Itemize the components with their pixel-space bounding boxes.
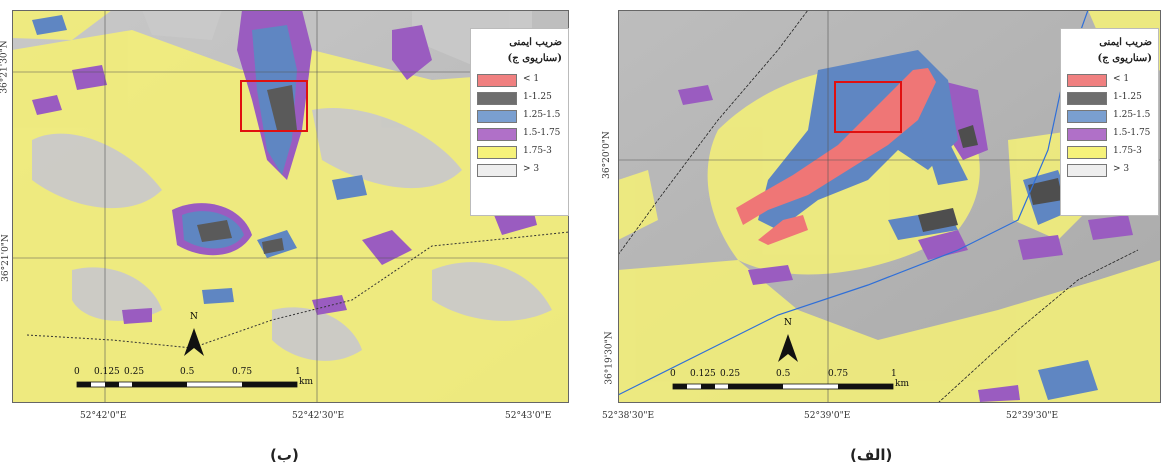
legend-label: 1-1.25 <box>1113 92 1142 102</box>
caption-panel-b: (ب) <box>270 446 299 464</box>
legend-title-b: ضریب ایمنی <box>509 37 562 48</box>
scalebar-a <box>672 383 894 390</box>
legend-label: > 3 <box>1113 164 1130 174</box>
legend-b-row: 1.5-1.75 <box>471 125 568 143</box>
lat-label-b-2: 36°21'0"N <box>0 234 11 282</box>
legend-a-row: > 3 <box>1061 161 1158 179</box>
legend-label: 1.25-1.5 <box>1113 110 1151 120</box>
legend-b-row: 1.25-1.5 <box>471 107 568 125</box>
legend-label: 1.75-3 <box>1113 146 1142 156</box>
map-panel-b: 0 0.125 0.25 0.5 0.75 1 km N ضریب ایمنی … <box>12 10 569 403</box>
legend-label: 1.5-1.75 <box>1113 128 1151 138</box>
map-panel-a: 0 0.125 0.25 0.5 0.75 1 km N ضریب ایمنی … <box>618 10 1161 403</box>
lat-label-a-1: 36°20'0"N <box>601 131 612 179</box>
legend-label: 1.75-3 <box>523 146 552 156</box>
legend-swatch <box>1067 146 1107 159</box>
lon-label-b-3: 52°43'0"E <box>505 411 552 421</box>
legend-title-a: ضریب ایمنی <box>1099 37 1152 48</box>
legend-swatch <box>477 74 517 87</box>
caption-panel-a: (الف) <box>850 446 893 464</box>
lat-label-b-1: 36°21'30"N <box>0 40 10 94</box>
legend-a-row: 1-1.25 <box>1061 89 1158 107</box>
legend-b-row: 1.75-3 <box>471 143 568 161</box>
lat-label-a-2: 36°19'30"N <box>604 331 615 385</box>
map-a-raster <box>618 10 1161 403</box>
legend-swatch <box>477 146 517 159</box>
lon-label-b-1: 52°42'0"E <box>80 411 127 421</box>
scalebar-b <box>76 381 298 388</box>
legend-a-row: 1.5-1.75 <box>1061 125 1158 143</box>
legend-swatch <box>477 164 517 177</box>
legend-b-row: 1-1.25 <box>471 89 568 107</box>
legend-swatch <box>1067 128 1107 141</box>
legend-label: 1.25-1.5 <box>523 110 561 120</box>
legend-swatch <box>1067 110 1107 123</box>
legend-label: > 3 <box>523 164 540 174</box>
north-arrow-a <box>778 334 798 362</box>
legend-swatch <box>1067 74 1107 87</box>
legend-a-row: 1.75-3 <box>1061 143 1158 161</box>
legend-label: < 1 <box>523 74 540 84</box>
legend-swatch <box>1067 164 1107 177</box>
lon-label-a-3: 52°39'30"E <box>1006 411 1059 421</box>
legend-swatch <box>1067 92 1107 105</box>
legend-a: ضریب ایمنی (سناریوی ج) < 1 1-1.25 1.25-1.5… <box>1060 28 1159 216</box>
lon-label-b-2: 52°42'30"E <box>292 411 345 421</box>
legend-a-row: < 1 <box>1061 71 1158 89</box>
lon-label-a-2: 52°39'0"E <box>804 411 851 421</box>
north-label-a: N <box>784 318 792 328</box>
legend-b-row: > 3 <box>471 161 568 179</box>
legend-b-row: < 1 <box>471 71 568 89</box>
legend-label: < 1 <box>1113 74 1130 84</box>
legend-subtitle-b: (سناریوی ج) <box>507 53 562 64</box>
north-arrow-b <box>184 328 204 356</box>
legend-swatch <box>477 110 517 123</box>
legend-subtitle-a: (سناریوی ج) <box>1097 53 1152 64</box>
legend-swatch <box>477 92 517 105</box>
legend-b: ضریب ایمنی (سناریوی ج) < 1 1-1.25 1.25-1.5… <box>470 28 569 216</box>
legend-a-row: 1.25-1.5 <box>1061 107 1158 125</box>
legend-swatch <box>477 128 517 141</box>
legend-label: 1.5-1.75 <box>523 128 561 138</box>
north-label-b: N <box>190 312 198 322</box>
lon-label-a-1: 52°38'30"E <box>602 411 655 421</box>
legend-label: 1-1.25 <box>523 92 552 102</box>
